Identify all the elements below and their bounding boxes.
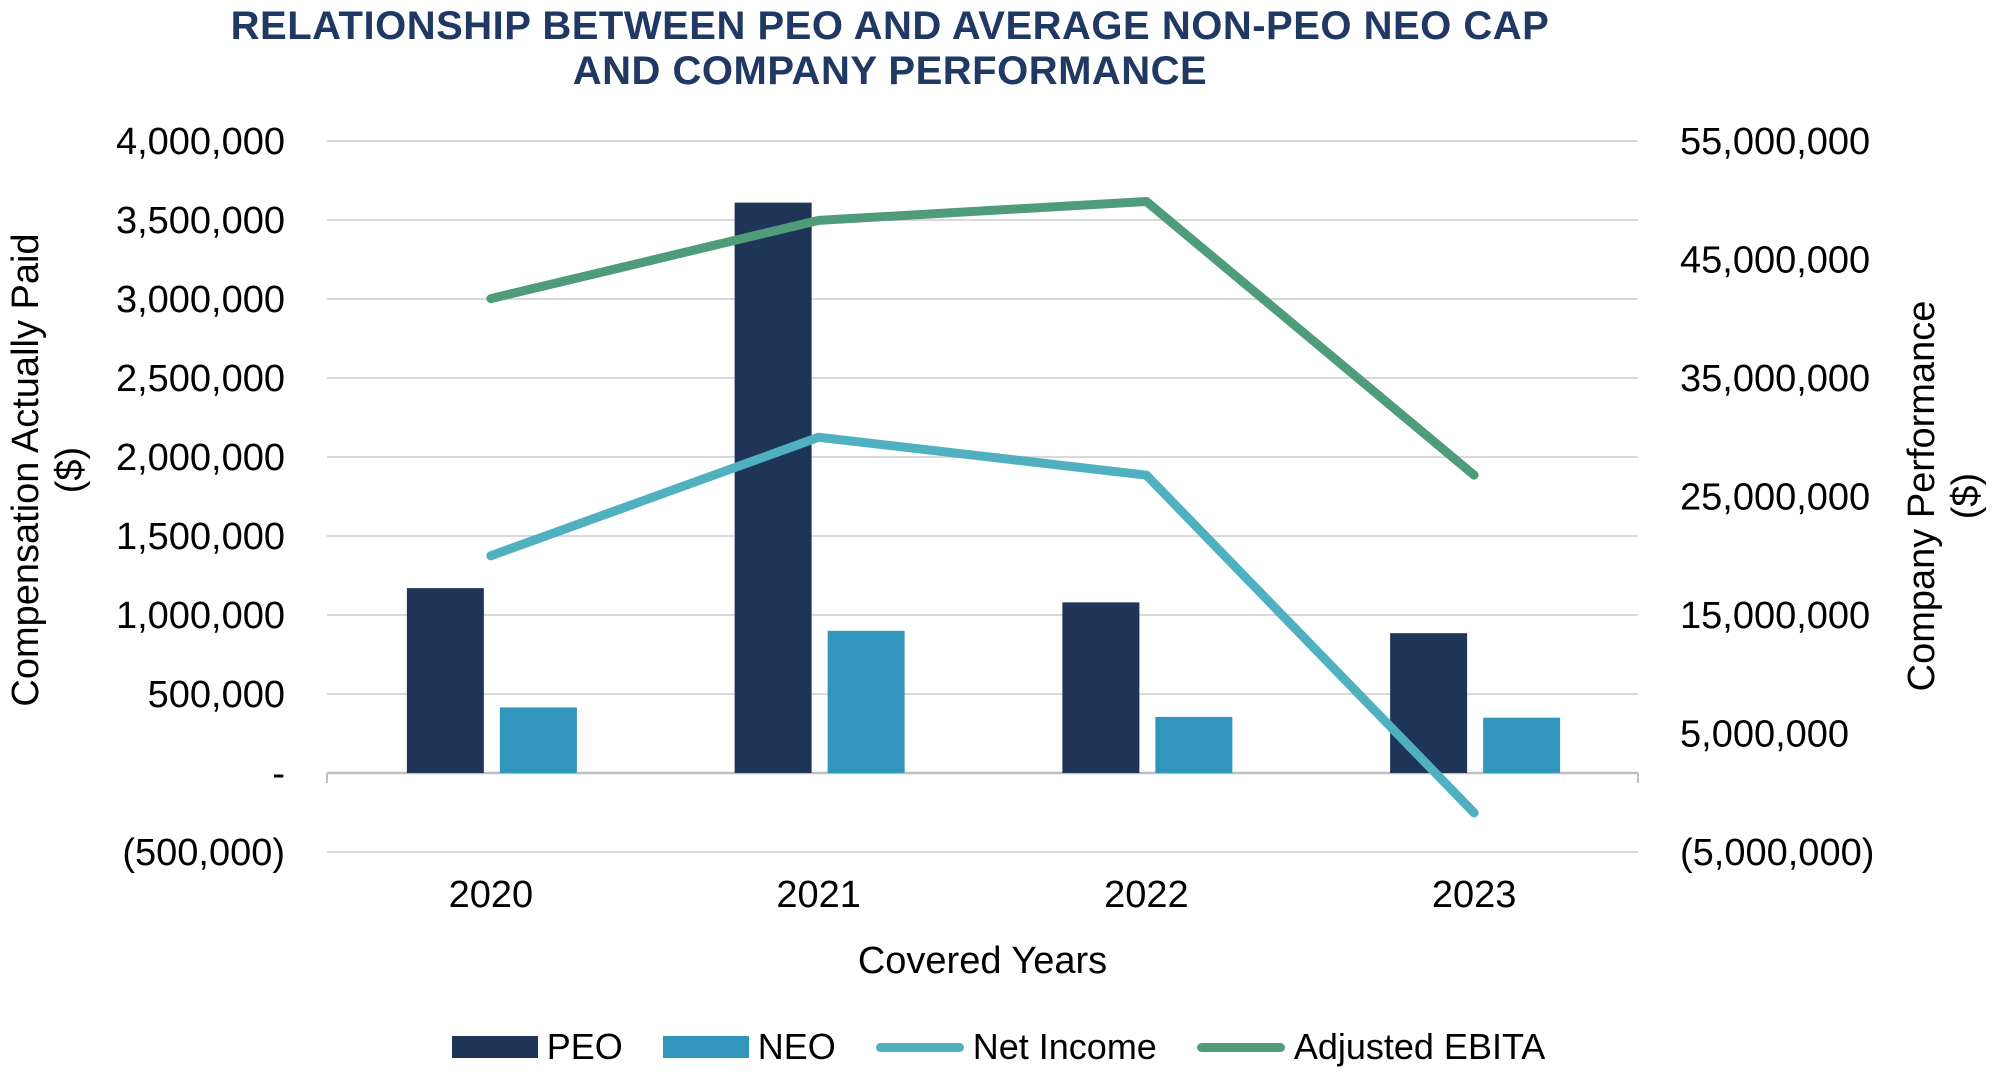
chart-title-line2: AND COMPANY PERFORMANCE xyxy=(572,49,1208,93)
legend-label-peo: PEO xyxy=(546,1026,623,1067)
legend-item-neo: NEO xyxy=(662,1026,836,1068)
y-right-tick-label: 25,000,000 xyxy=(1680,477,1870,519)
chart-title: RELATIONSHIP BETWEEN PEO AND AVERAGE NON… xyxy=(0,4,1780,94)
y-left-tick-label: 2,000,000 xyxy=(116,437,285,479)
neo-bar xyxy=(827,630,905,773)
legend-label-neo: NEO xyxy=(757,1026,836,1067)
y-left-tick-label: 1,500,000 xyxy=(116,516,285,558)
y-left-tick-label: 500,000 xyxy=(148,674,285,716)
y-left-tick-label: 2,500,000 xyxy=(116,358,285,400)
y-right-tick-label: 5,000,000 xyxy=(1680,714,1849,756)
peo-bar xyxy=(1390,633,1468,773)
adjusted-ebita-swatch xyxy=(1196,1042,1285,1052)
y-left-tick-label: - xyxy=(272,753,285,795)
y-left-tick-label: 3,500,000 xyxy=(116,200,285,242)
x-tick-label: 2023 xyxy=(1432,874,1517,916)
neo-bar xyxy=(499,707,577,773)
legend-item-net-income: Net Income xyxy=(875,1026,1157,1068)
chart-title-line1: RELATIONSHIP BETWEEN PEO AND AVERAGE NON… xyxy=(230,4,1550,48)
y-left-tick-label: 3,000,000 xyxy=(116,279,285,321)
neo-swatch xyxy=(662,1036,749,1058)
y-right-tick-label: (5,000,000) xyxy=(1680,832,1874,874)
x-tick-label: 2022 xyxy=(1104,874,1189,916)
peo-bar xyxy=(734,202,812,773)
neo-bar xyxy=(1483,717,1561,773)
neo-bar xyxy=(1155,716,1233,773)
x-tick-label: 2020 xyxy=(449,874,534,916)
y-left-tick-label: 4,000,000 xyxy=(116,121,285,163)
y-left-tick-label: 1,000,000 xyxy=(116,595,285,637)
y-right-tick-label: 55,000,000 xyxy=(1680,121,1870,163)
legend: PEO NEO Net Income Adjusted EBITA xyxy=(0,1026,1997,1068)
y-right-tick-label: 15,000,000 xyxy=(1680,595,1870,637)
peo-bar xyxy=(406,588,484,773)
peo-swatch xyxy=(451,1036,538,1058)
legend-item-peo: PEO xyxy=(451,1026,623,1068)
x-tick-label: 2021 xyxy=(776,874,861,916)
x-axis-title: Covered Years xyxy=(857,940,1108,982)
peo-bar xyxy=(1062,602,1140,773)
y-left-tick-label: (500,000) xyxy=(122,832,285,874)
net-income-swatch xyxy=(875,1042,964,1052)
adjusted-ebita-line xyxy=(486,196,1479,480)
legend-label-adjusted-ebita: Adjusted EBITA xyxy=(1293,1026,1546,1067)
net-income-line xyxy=(486,432,1479,818)
y-right-tick-label: 45,000,000 xyxy=(1680,240,1870,282)
legend-item-adjusted-ebita: Adjusted EBITA xyxy=(1196,1026,1546,1068)
y-right-tick-label: 35,000,000 xyxy=(1680,358,1870,400)
legend-label-net-income: Net Income xyxy=(972,1026,1157,1067)
